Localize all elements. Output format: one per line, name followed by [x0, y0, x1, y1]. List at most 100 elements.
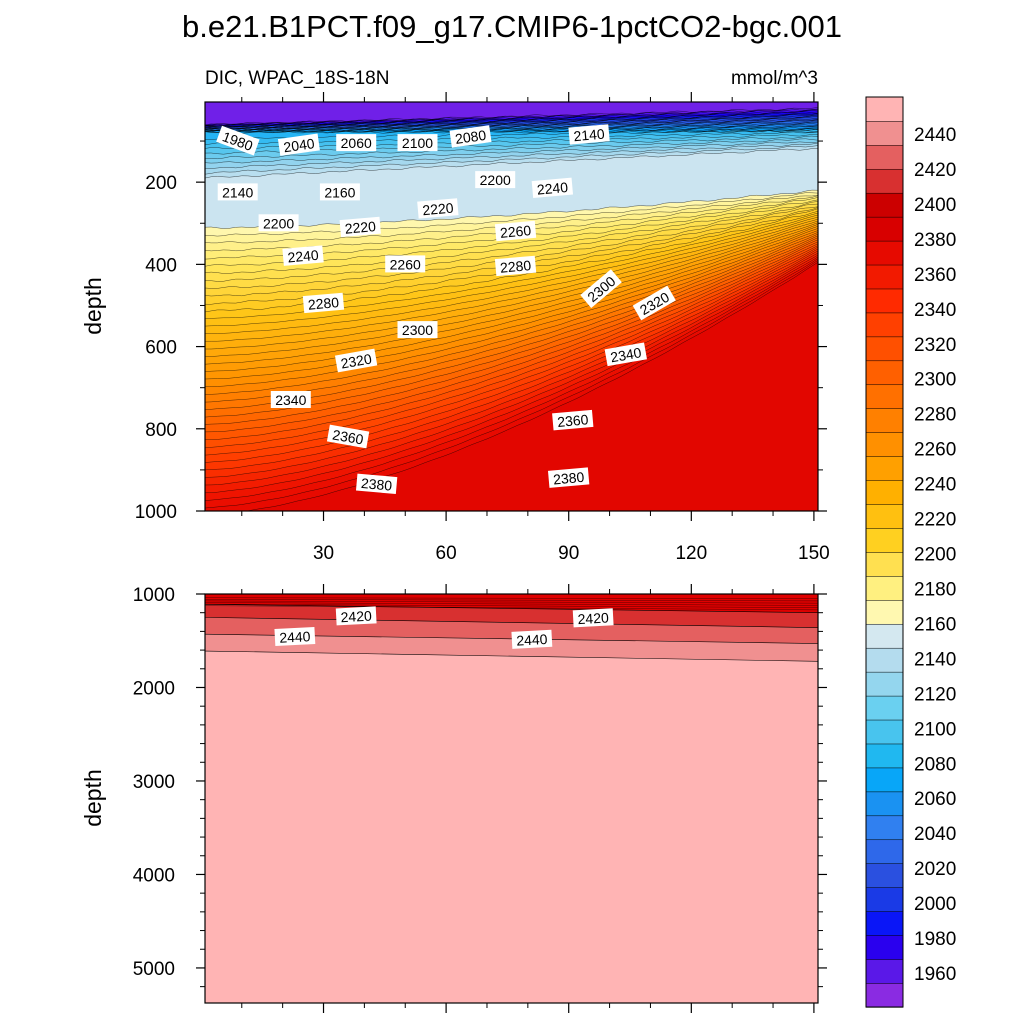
x-tick-label: 120 — [675, 543, 707, 564]
contour-label-text: 2280 — [307, 294, 340, 313]
contour-line — [205, 142, 818, 169]
contour-line — [205, 239, 818, 425]
x-tick-label: 90 — [558, 543, 579, 564]
colorbar-box — [865, 695, 904, 721]
contour-label: 2380 — [547, 467, 590, 488]
colorbar-tick-label: 2140 — [914, 649, 956, 670]
y-tick-label: 5000 — [133, 959, 175, 980]
contour-line — [205, 599, 818, 602]
colorbar-box — [865, 527, 904, 553]
contour-label-text: 2440 — [279, 628, 311, 646]
contour-line — [205, 121, 818, 130]
colorbar-box — [865, 479, 904, 505]
colorbar-box — [865, 96, 904, 122]
colorbar-box — [865, 791, 904, 817]
colorbar-tick-label: 2080 — [914, 754, 956, 775]
colorbar-tick-label: 2440 — [914, 125, 956, 146]
contour-line — [205, 138, 818, 160]
colorbar-box — [865, 288, 904, 314]
colorbar-tick-label: 2360 — [914, 265, 956, 286]
colorbar-box — [865, 192, 904, 218]
contour-label: 2420 — [335, 606, 377, 626]
contour-line — [205, 214, 818, 327]
contour-label: 2280 — [494, 255, 537, 277]
y-tick-label: 600 — [145, 338, 177, 359]
colorbar-tick-label: 2300 — [914, 370, 956, 391]
colorbar-box — [865, 144, 904, 170]
contour-label-text: 2080 — [454, 127, 487, 147]
contour-label: 2100 — [397, 134, 438, 152]
colorbar: 1960 1980 2000 2020 2040 2060 2080 2100 2120 2140… — [865, 96, 956, 1008]
colorbar-box — [865, 767, 904, 793]
colorbar-box — [865, 623, 904, 649]
contour-line — [205, 600, 818, 604]
contour-label-text: 2440 — [516, 631, 548, 649]
colorbar-tick-label: 2240 — [914, 475, 956, 496]
colorbar-box — [865, 408, 904, 433]
y-tick-label: 3000 — [133, 772, 175, 793]
colorbar-tick-label: 2320 — [914, 335, 956, 356]
contour-label-text: 2040 — [282, 135, 315, 155]
contour-line — [205, 226, 818, 372]
contour-line — [205, 254, 818, 486]
top-x-axis: 30 60 90 120 150 — [241, 92, 830, 564]
contour-line — [205, 125, 818, 132]
contour-label-text: 2220 — [422, 200, 455, 219]
contour-line — [205, 602, 818, 606]
colorbar-box — [865, 503, 904, 529]
colorbar-tick-label: 2380 — [914, 230, 956, 251]
contour-label-text: 2340 — [275, 392, 306, 408]
contour-line — [205, 119, 818, 130]
contour-label: 2320 — [334, 348, 378, 373]
contour-label-text: 2240 — [536, 179, 569, 198]
bottom-y-axis: 1000 2000 3000 4000 5000 — [133, 585, 827, 988]
colorbar-box — [865, 815, 904, 841]
contour-label-text: 2220 — [344, 218, 377, 237]
contour-label-text: 2420 — [340, 608, 372, 626]
variable-label: DIC, WPAC_18S-18N — [205, 68, 389, 89]
contour-label: 2140 — [568, 124, 610, 145]
contour-label: 2300 — [397, 321, 438, 339]
contour-line — [205, 126, 818, 133]
contour-label: 2440 — [511, 629, 553, 649]
contour-label: 2440 — [274, 626, 316, 647]
contour-label-text: 2380 — [552, 469, 585, 488]
contour-label-text: 2140 — [222, 184, 253, 200]
colorbar-box — [865, 384, 904, 409]
contour-label: 2240 — [531, 177, 574, 199]
colorbar-box — [865, 240, 904, 266]
contour-label-text: 2280 — [499, 257, 532, 276]
colorbar-tick-label: 2000 — [914, 894, 956, 915]
contour-line — [205, 107, 818, 126]
contour-line — [205, 141, 818, 164]
colorbar-tick-label: 2040 — [914, 824, 956, 845]
x-tick-label: 30 — [313, 543, 334, 564]
contour-line — [205, 130, 818, 134]
colorbar-box — [865, 839, 904, 864]
colorbar-tick-label: 2020 — [914, 859, 956, 880]
colorbar-box — [865, 168, 904, 194]
colorbar-tick-label: 1980 — [914, 929, 956, 950]
contour-label-text: 2260 — [499, 222, 532, 241]
contour-line — [205, 108, 818, 127]
contour-line — [205, 258, 818, 501]
contour-line — [205, 262, 818, 511]
top-y-axis-title: depth — [80, 277, 106, 335]
contour-label-text: 2240 — [287, 247, 320, 266]
colorbar-frame — [865, 96, 904, 1008]
colorbar-tick-label: 2060 — [914, 789, 956, 810]
contour-line — [205, 119, 818, 131]
contour-line — [205, 597, 818, 599]
contour-line — [205, 216, 818, 334]
y-tick-label: 1000 — [135, 502, 177, 523]
top-contour-lines — [205, 107, 818, 511]
colorbar-box — [865, 455, 904, 481]
y-tick-label: 400 — [145, 255, 177, 276]
contour-label: 2340 — [270, 391, 311, 408]
contour-line — [205, 232, 818, 395]
contour-label-text: 2360 — [331, 426, 365, 447]
colorbar-tick-label: 1960 — [914, 964, 956, 985]
y-tick-label: 800 — [145, 420, 177, 441]
colorbar-box — [865, 647, 904, 673]
contour-label: 2380 — [355, 473, 398, 495]
